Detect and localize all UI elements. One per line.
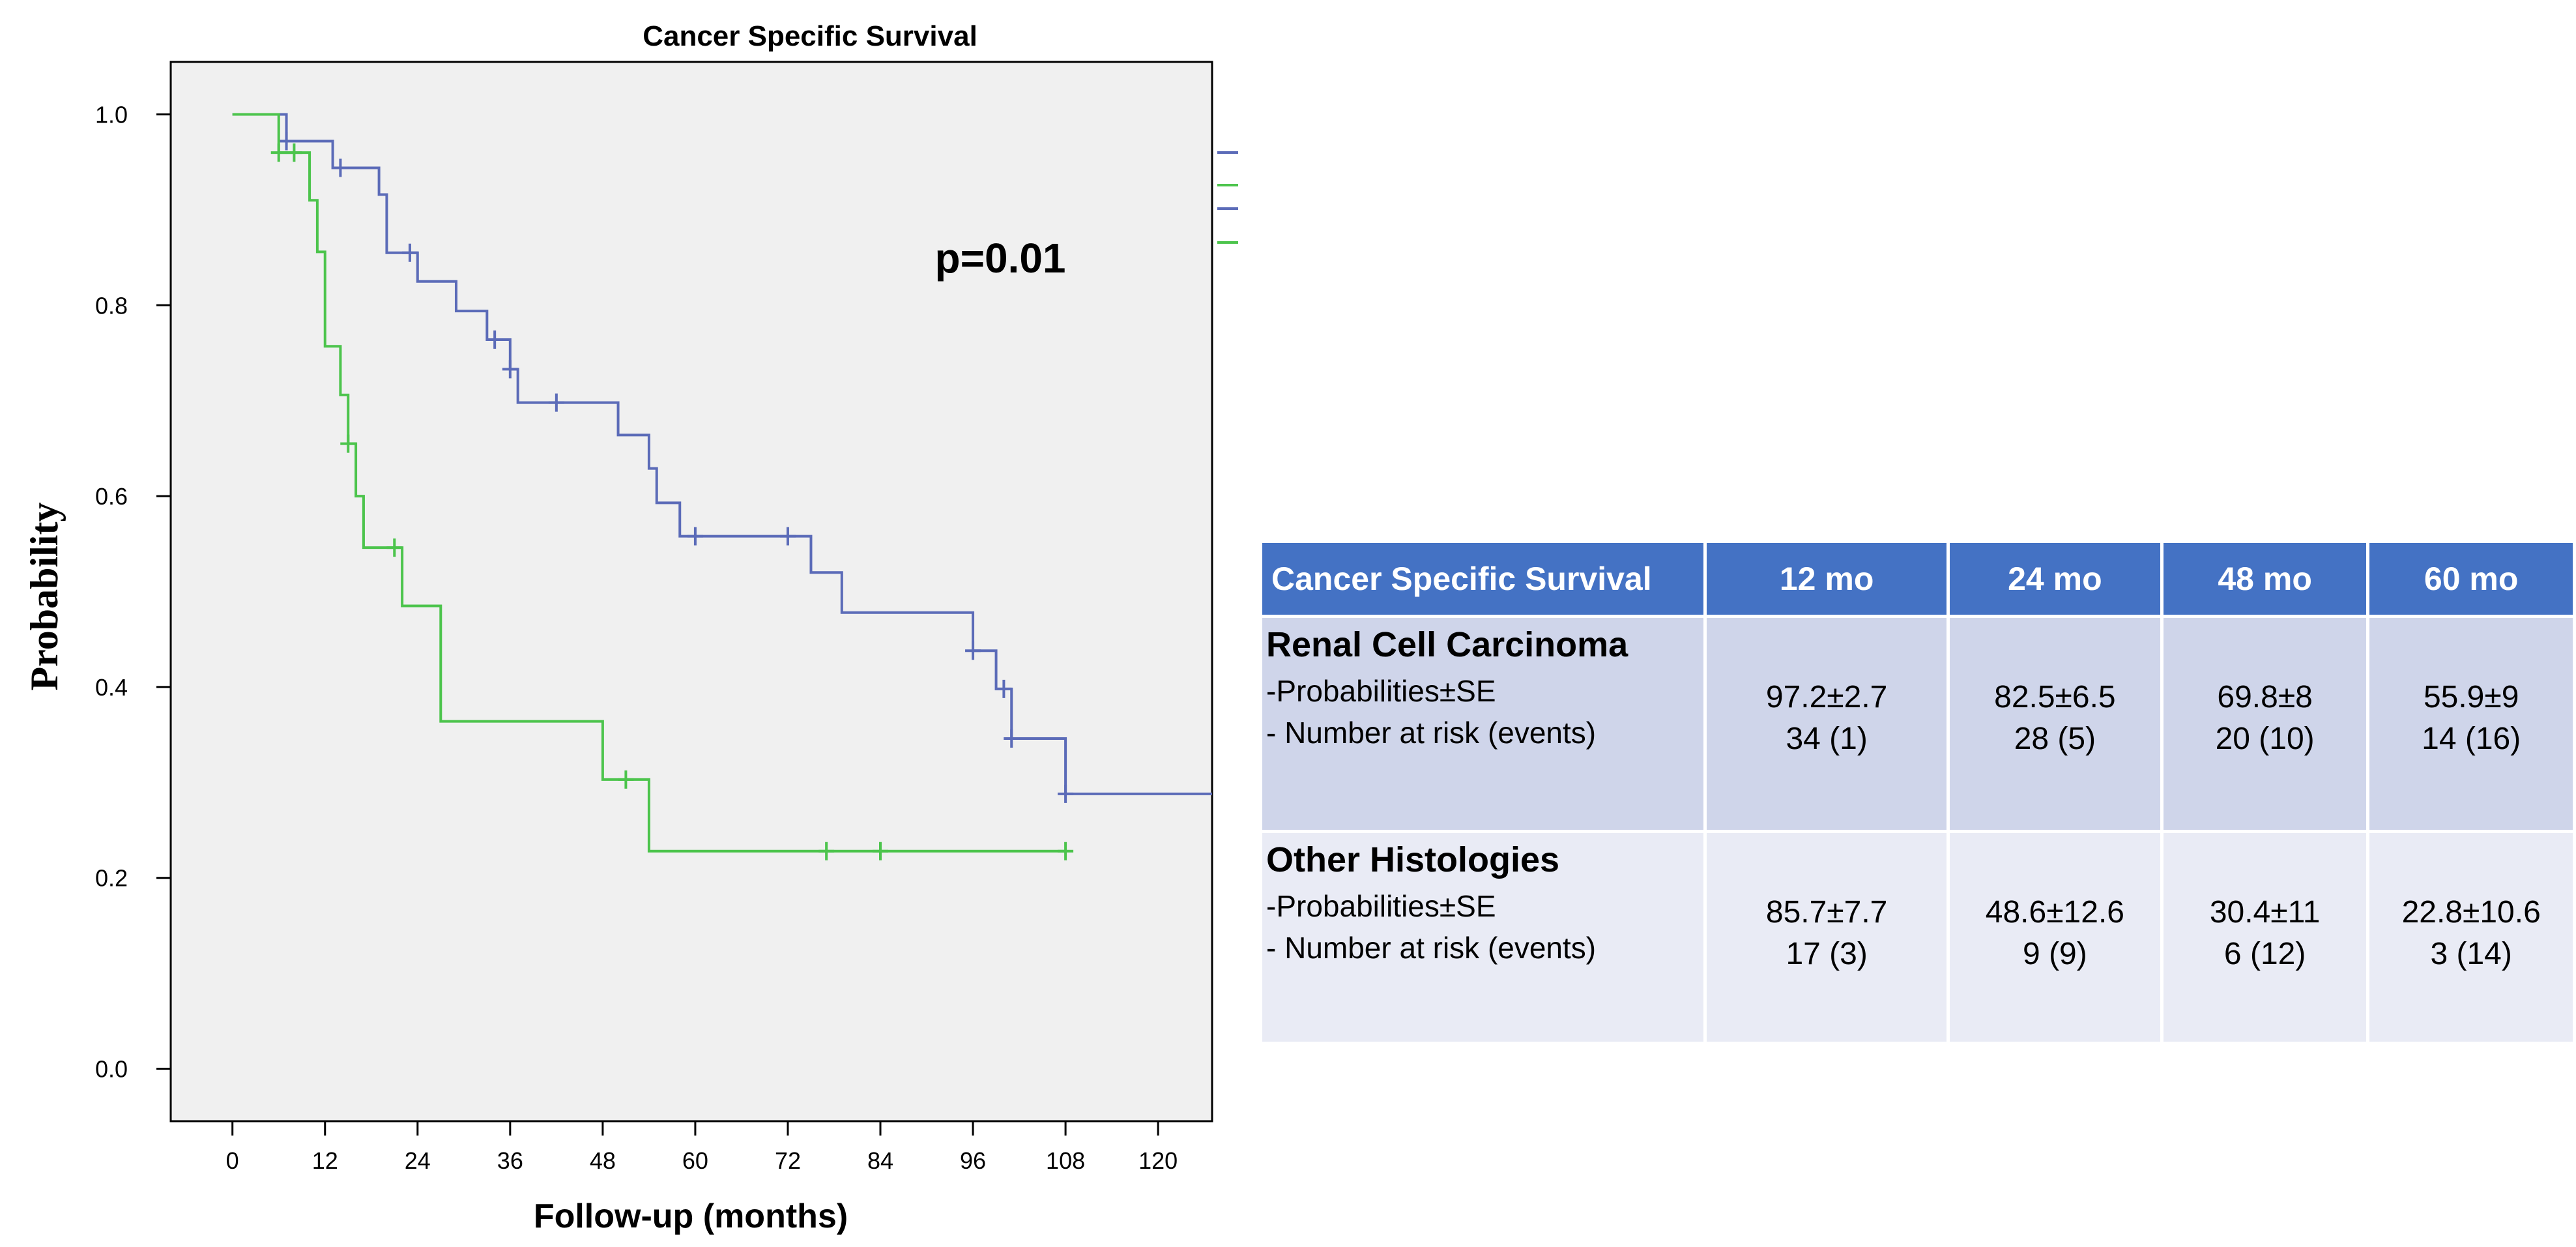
at-risk-label: - Number at risk (events): [1266, 931, 1597, 965]
table-header-24mo: 24 mo: [1949, 543, 2160, 615]
value-cell-60mo: 22.8±10.6 3 (14): [2369, 833, 2573, 1042]
prob-value: 48.6±12.6: [1985, 895, 2124, 930]
censor-mark: [873, 842, 889, 860]
series-renal-cell-carcinoma: [232, 113, 1212, 803]
prob-value: 82.5±6.5: [1994, 680, 2116, 714]
survival-line: [232, 113, 1212, 795]
censor-mark: [996, 679, 1012, 698]
censor-mark: [502, 360, 518, 379]
value-cell-48mo: 69.8±8 20 (10): [2163, 618, 2367, 830]
y-axis-label: Probability: [23, 503, 66, 691]
prob-value: 22.8±10.6: [2401, 895, 2541, 930]
censor-mark: [818, 842, 835, 860]
legend-line-swatch: [1217, 184, 1238, 186]
table-header-row: Cancer Specific Survival 12 mo 24 mo 48 …: [1262, 543, 2573, 615]
censor-mark: [278, 132, 295, 151]
censor-mark: [401, 243, 418, 262]
row-label-cell: Other Histologies -Probabilities±SE - Nu…: [1262, 833, 1704, 1042]
table-header-title: Cancer Specific Survival: [1262, 543, 1704, 615]
survival-summary-table: Cancer Specific Survival 12 mo 24 mo 48 …: [1259, 540, 2576, 1045]
x-tick-label: 72: [775, 1147, 801, 1174]
prob-value: 55.9±9: [2423, 680, 2519, 714]
prob-value: 30.4±11: [2209, 895, 2321, 930]
x-tick-label: 60: [682, 1147, 708, 1174]
legend: Renal Cell CarcinomaOther Histologies: [1217, 151, 1238, 244]
chart-title: Cancer Specific Survival: [643, 20, 977, 52]
series-other-histologies: [232, 113, 1074, 860]
x-tick-label: 24: [405, 1147, 431, 1174]
table-row-other-histologies: Other Histologies -Probabilities±SE - Nu…: [1262, 833, 2573, 1042]
censor-mark: [1058, 784, 1074, 803]
series-layer: [232, 113, 1212, 860]
axis-ticks: 0 12 24 36 48 60 72 84 96 108 120 0.0 0.2 0.4 0.6 0.8 1.…: [95, 102, 1178, 1174]
table-row-rcc: Renal Cell Carcinoma -Probabilities±SE -…: [1262, 618, 2573, 830]
censor-mark: [618, 770, 634, 789]
y-tick-label: 0.6: [95, 483, 128, 510]
censor-mark: [487, 330, 503, 349]
prob-value: 69.8±8: [2217, 680, 2313, 714]
censor-mark: [1004, 729, 1020, 748]
legend-line-swatch: [1217, 151, 1238, 154]
censor-mark: [965, 641, 981, 660]
y-tick-label: 1.0: [95, 102, 128, 128]
value-cell-60mo: 55.9±9 14 (16): [2369, 618, 2573, 830]
at-risk-label: - Number at risk (events): [1266, 716, 1597, 750]
x-tick-label: 12: [312, 1147, 338, 1174]
y-tick-label: 0.8: [95, 292, 128, 319]
censor-mark: [386, 538, 403, 557]
x-tick-label: 36: [497, 1147, 523, 1174]
censor-mark: [779, 527, 796, 546]
table-header-60mo: 60 mo: [2369, 543, 2573, 615]
x-tick-label: 108: [1046, 1147, 1085, 1174]
row-label-cell: Renal Cell Carcinoma -Probabilities±SE -…: [1262, 618, 1704, 830]
censor-mark: [548, 393, 564, 412]
plot-area: [169, 61, 1213, 1122]
table-header-12mo: 12 mo: [1707, 543, 1946, 615]
y-tick-label: 0.2: [95, 865, 128, 892]
value-cell-48mo: 30.4±11 6 (12): [2163, 833, 2367, 1042]
x-tick-label: 84: [867, 1147, 893, 1174]
probabilities-label: -Probabilities±SE: [1266, 889, 1496, 923]
censor-mark: [286, 143, 302, 162]
p-value-annotation: p=0.01: [934, 235, 1065, 282]
value-cell-12mo: 85.7±7.7 17 (3): [1707, 833, 1946, 1042]
x-tick-label: 0: [226, 1147, 239, 1174]
x-axis-label: Follow-up (months): [534, 1197, 848, 1235]
risk-value: 6 (12): [2223, 937, 2306, 971]
censor-mark: [687, 527, 703, 546]
risk-value: 3 (14): [2430, 937, 2512, 971]
x-tick-label: 96: [960, 1147, 986, 1174]
table-header-48mo: 48 mo: [2163, 543, 2367, 615]
probabilities-label: -Probabilities±SE: [1266, 674, 1496, 708]
x-tick-label: 48: [590, 1147, 616, 1174]
censor-mark: [340, 434, 356, 453]
value-cell-24mo: 48.6±12.6 9 (9): [1949, 833, 2160, 1042]
censor-mark: [1058, 842, 1074, 860]
y-tick-label: 0.4: [95, 674, 128, 701]
legend-censor-swatch: [1217, 207, 1238, 210]
risk-value: 20 (10): [2215, 722, 2315, 756]
prob-value: 97.2±2.7: [1765, 680, 1888, 714]
km-chart: Cancer Specific Survival 0 12 24 36 48 60 72 84…: [23, 20, 1238, 1235]
x-tick-label: 120: [1138, 1147, 1178, 1174]
prob-value: 85.7±7.7: [1765, 895, 1888, 930]
legend-censor-swatch: [1217, 241, 1238, 244]
risk-value: 9 (9): [2023, 937, 2087, 971]
group-name: Other Histologies: [1266, 840, 1560, 879]
group-name: Renal Cell Carcinoma: [1266, 625, 1628, 664]
risk-value: 14 (16): [2422, 722, 2521, 756]
risk-value: 34 (1): [1786, 722, 1868, 756]
value-cell-24mo: 82.5±6.5 28 (5): [1949, 618, 2160, 830]
risk-value: 17 (3): [1786, 937, 1868, 971]
risk-value: 28 (5): [2014, 722, 2096, 756]
y-tick-label: 0.0: [95, 1055, 128, 1082]
value-cell-12mo: 97.2±2.7 34 (1): [1707, 618, 1946, 830]
censor-mark: [332, 158, 349, 177]
censor-mark: [270, 143, 287, 162]
